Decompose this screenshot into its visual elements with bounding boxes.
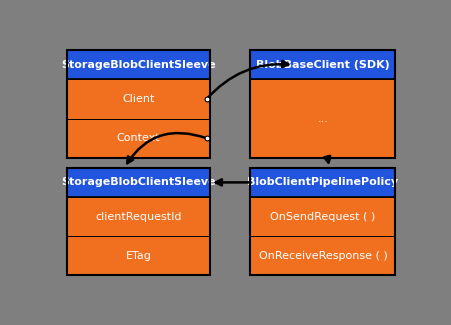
Bar — [67, 236, 210, 276]
Text: StorageBlobClientSleeve: StorageBlobClientSleeve — [61, 60, 216, 70]
Text: OnReceiveResponse ( ): OnReceiveResponse ( ) — [258, 251, 387, 261]
Bar — [250, 168, 396, 276]
FancyArrowPatch shape — [324, 156, 330, 162]
Text: clientRequestId: clientRequestId — [95, 212, 182, 222]
Text: BlobBaseClient (SDK): BlobBaseClient (SDK) — [256, 60, 390, 70]
Bar — [250, 79, 396, 158]
FancyArrowPatch shape — [127, 133, 207, 163]
Bar — [250, 168, 396, 197]
Bar — [250, 50, 396, 158]
Text: OnSendRequest ( ): OnSendRequest ( ) — [270, 212, 376, 222]
Bar — [67, 50, 210, 79]
Text: BlobClientPipelinePolicy: BlobClientPipelinePolicy — [247, 177, 398, 188]
Bar — [67, 119, 210, 158]
Bar — [250, 236, 396, 276]
Text: Context: Context — [117, 133, 160, 143]
Bar — [67, 79, 210, 119]
Bar — [250, 50, 396, 79]
Text: ETag: ETag — [125, 251, 152, 261]
Bar — [67, 50, 210, 158]
Bar — [67, 197, 210, 236]
FancyArrowPatch shape — [216, 179, 250, 186]
Text: ...: ... — [318, 114, 328, 124]
Bar — [67, 168, 210, 276]
Text: Client: Client — [122, 94, 155, 104]
Bar — [67, 168, 210, 197]
Text: StorageBlobClientSleeve: StorageBlobClientSleeve — [61, 177, 216, 188]
FancyArrowPatch shape — [207, 61, 288, 99]
Bar — [250, 197, 396, 236]
